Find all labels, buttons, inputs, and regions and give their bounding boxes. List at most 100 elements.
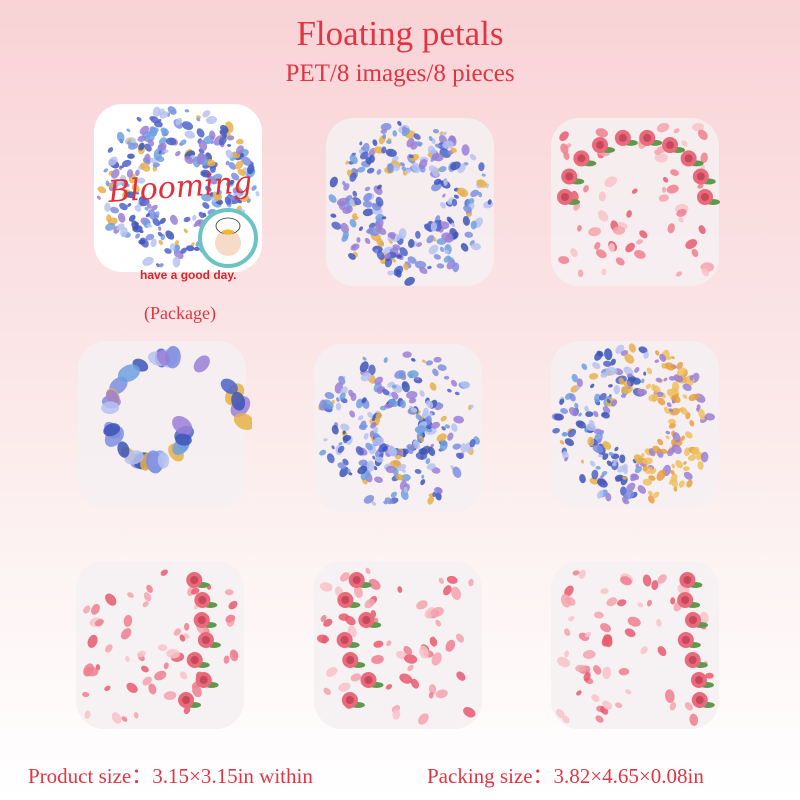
petal [111, 168, 120, 179]
petal [228, 179, 235, 185]
petal [469, 404, 474, 409]
petal [670, 597, 676, 605]
petal [657, 574, 667, 584]
petal [116, 131, 125, 143]
petal [577, 269, 584, 278]
petal [384, 497, 393, 505]
petal [218, 136, 227, 146]
petal [338, 682, 351, 692]
petal [174, 240, 179, 246]
petal [331, 221, 342, 230]
petal [624, 353, 635, 364]
petal [159, 217, 166, 224]
petal [668, 375, 676, 381]
petal [617, 599, 627, 607]
petal [671, 463, 675, 469]
petal [615, 257, 625, 266]
petal [602, 441, 612, 450]
petal [396, 254, 403, 259]
petal [209, 130, 216, 140]
petal [201, 158, 209, 166]
petal [430, 182, 442, 192]
petal [142, 676, 152, 686]
petal [671, 394, 681, 403]
petal [628, 343, 636, 353]
petal [604, 176, 617, 188]
petal [435, 487, 443, 494]
petal [599, 392, 607, 401]
sticker-design-2 [545, 112, 725, 292]
petal [402, 351, 412, 358]
petal [432, 129, 440, 134]
petal [403, 645, 413, 656]
petal [387, 445, 397, 457]
petal [561, 715, 570, 724]
petal [367, 227, 380, 236]
petal [675, 460, 684, 469]
petal [642, 457, 653, 465]
petal [588, 227, 601, 237]
petal [428, 691, 434, 699]
petal [685, 431, 693, 439]
petal [150, 116, 160, 124]
petal [667, 223, 675, 234]
rose-center [346, 656, 355, 664]
petal [656, 619, 662, 627]
petal [323, 687, 331, 696]
petal [481, 173, 486, 177]
petal [169, 243, 176, 251]
sticker-image [551, 561, 719, 729]
petal [661, 186, 667, 193]
petal [591, 469, 599, 480]
petal [382, 133, 387, 140]
petal [375, 213, 384, 221]
petal [683, 461, 687, 465]
petal [385, 684, 393, 690]
petal [673, 374, 684, 383]
petal [568, 616, 575, 622]
petal [225, 149, 234, 159]
petal [637, 602, 644, 608]
petal [470, 220, 477, 230]
petal [131, 183, 140, 193]
petal [403, 486, 408, 493]
petal [675, 271, 683, 277]
petal [431, 652, 442, 666]
petal [366, 167, 375, 174]
petal [381, 146, 387, 154]
petal [697, 129, 708, 140]
petal [399, 247, 408, 257]
petal [371, 501, 377, 506]
petal [345, 160, 349, 165]
petal [376, 184, 382, 190]
petal [442, 140, 454, 149]
petal [590, 383, 595, 389]
petal [196, 117, 201, 122]
petal [414, 376, 420, 380]
petal [626, 373, 633, 378]
petal [117, 364, 141, 383]
petal [407, 664, 414, 672]
petal [251, 185, 257, 191]
petal [571, 373, 578, 383]
petal [444, 424, 451, 429]
petal [655, 350, 660, 356]
petal [82, 691, 90, 698]
petal [353, 168, 359, 173]
petal [587, 436, 595, 447]
petal [626, 380, 632, 387]
petal [391, 384, 397, 389]
petal [618, 667, 630, 676]
petal [357, 465, 368, 475]
petal [606, 398, 611, 404]
petal [122, 159, 132, 167]
petal [585, 411, 594, 418]
petal [671, 478, 678, 488]
petal [368, 147, 376, 157]
petal [659, 353, 667, 362]
petal [336, 397, 340, 402]
sticker-backing [551, 118, 719, 286]
petal [319, 582, 333, 592]
petal [200, 169, 212, 178]
petal [399, 162, 406, 167]
